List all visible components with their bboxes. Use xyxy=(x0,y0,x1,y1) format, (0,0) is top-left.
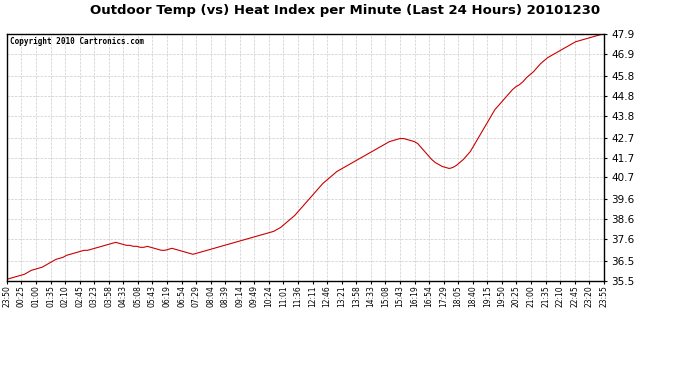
Text: Outdoor Temp (vs) Heat Index per Minute (Last 24 Hours) 20101230: Outdoor Temp (vs) Heat Index per Minute … xyxy=(90,4,600,17)
Text: Copyright 2010 Cartronics.com: Copyright 2010 Cartronics.com xyxy=(10,38,144,46)
